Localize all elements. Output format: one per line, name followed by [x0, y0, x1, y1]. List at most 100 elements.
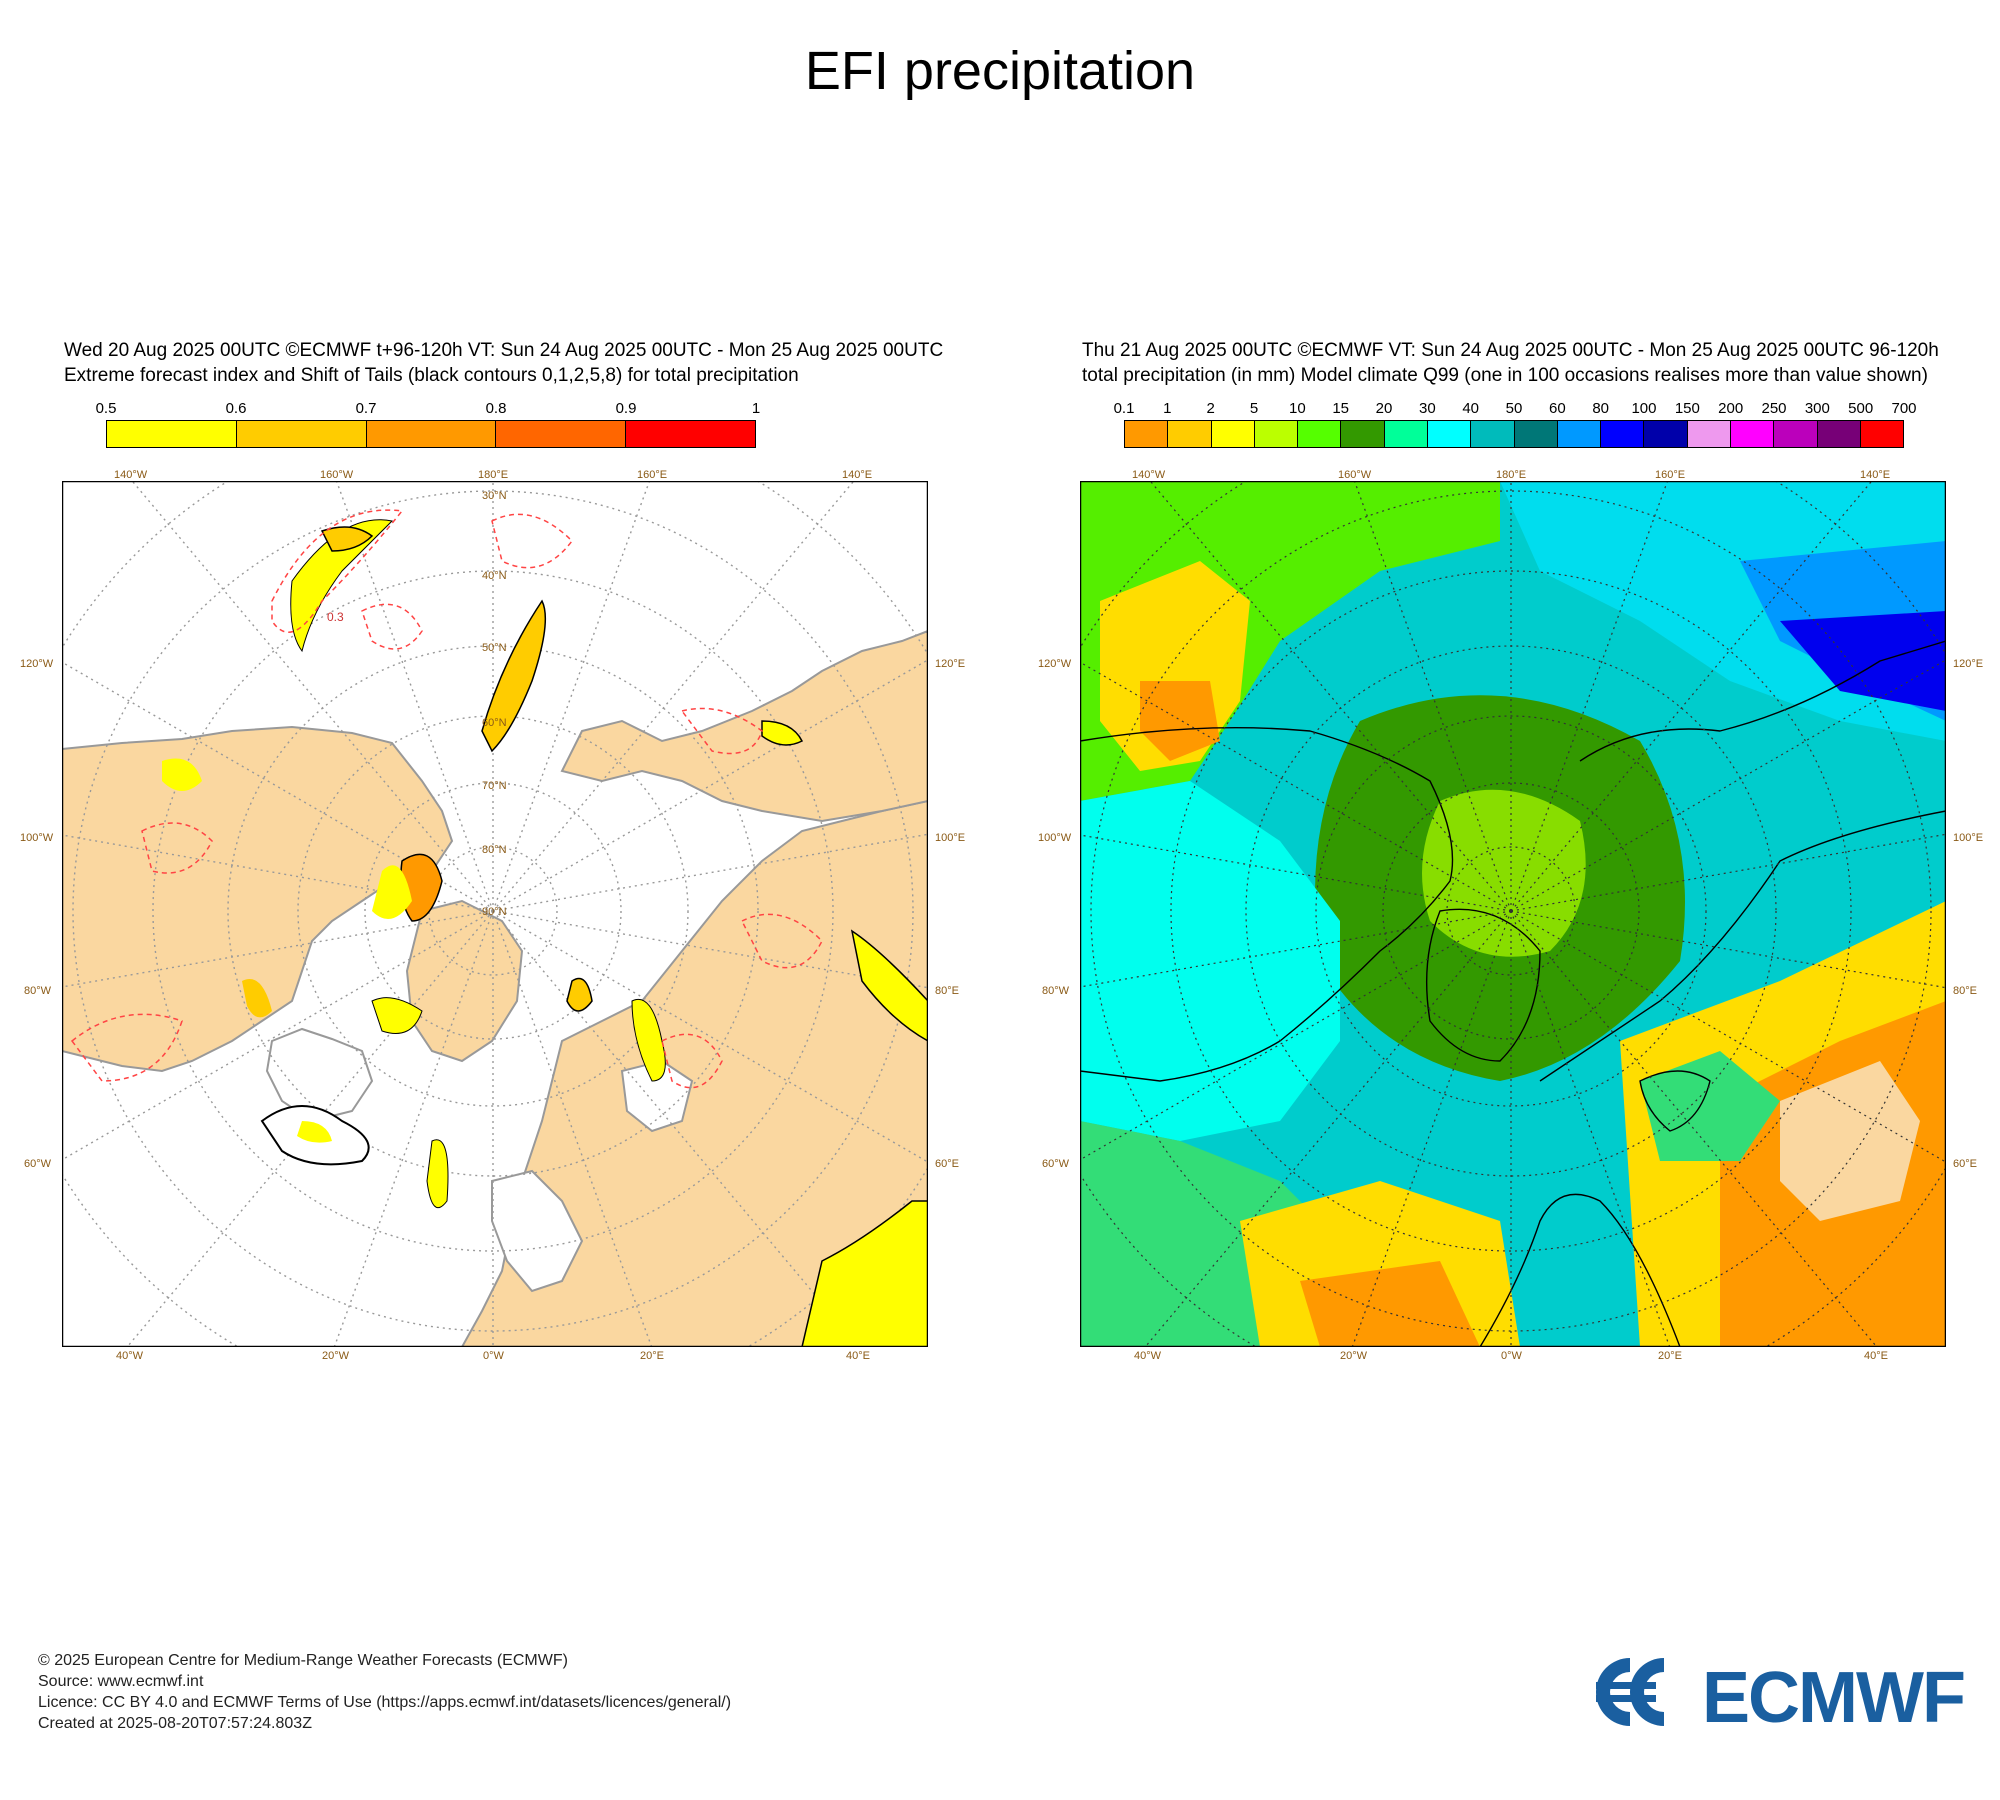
right-title-line1: Thu 21 Aug 2025 00UTC ©ECMWF VT: Sun 24 … — [1082, 340, 1939, 361]
meridian-line — [62, 834, 494, 912]
left-panel-title: Wed 20 Aug 2025 00UTC ©ECMWF t+96-120h V… — [64, 338, 943, 388]
colorbar-tick-label: 700 — [1891, 400, 1917, 417]
colorbar-swatch — [1601, 421, 1645, 447]
footer-created: Created at 2025-08-20T07:57:24.803Z — [38, 1715, 312, 1732]
colorbar-swatch — [1125, 421, 1169, 447]
colorbar-tick-label: 15 — [1332, 400, 1349, 417]
colorbar-tick-label: 5 — [1249, 400, 1259, 417]
meridian-line — [1510, 833, 1946, 912]
mediterranean-area — [491, 1169, 584, 1293]
meridian-line — [1510, 481, 1669, 912]
colorbar-tick-label: 30 — [1418, 400, 1436, 417]
meridian-line — [1510, 910, 1878, 1347]
map-frame — [62, 481, 928, 1347]
colorbar-tick-label: 200 — [1718, 400, 1744, 417]
left-side-lat-1: 120°W — [20, 658, 54, 670]
meridian-line — [492, 659, 928, 912]
right-map-right-lat-3: 80°E — [1953, 985, 1977, 997]
meridian-line — [492, 833, 928, 912]
colorbar-swatch — [1557, 421, 1602, 447]
colorbar-swatch — [1730, 421, 1775, 447]
coastlines — [1080, 640, 1946, 1347]
right-bottom-lon-3: 0°W — [1501, 1350, 1522, 1362]
siberia-land — [560, 629, 928, 823]
left-bottom-lon-2: 20°W — [322, 1350, 350, 1362]
inner-lat-40: 40°N — [482, 570, 507, 582]
right-bottom-lon-1: 40°W — [1134, 1350, 1162, 1362]
right-side-lat-1: 120°E — [935, 658, 966, 670]
logo-text: ECMWF — [1702, 1658, 1964, 1732]
right-side-lat-2: 100°E — [935, 832, 966, 844]
left-bottom-lon-3: 0°W — [483, 1350, 504, 1362]
right-map-left-lat-4: 60°W — [1042, 1158, 1070, 1170]
right-precip-map — [1080, 481, 1946, 1347]
colorbar-swatch — [366, 421, 497, 447]
inner-lat-30: 30°N — [482, 490, 507, 502]
left-bottom-lon-1: 40°W — [116, 1350, 144, 1362]
colorbar-tick-label: 20 — [1375, 400, 1393, 417]
inner-lat-70: 70°N — [482, 780, 507, 792]
right-top-lon-3: 180°E — [1496, 469, 1527, 481]
colorbar-swatch — [1168, 421, 1212, 447]
colorbar-tick-label: 0.7 — [355, 400, 377, 417]
meridian-line — [492, 481, 651, 912]
meridian-line — [1510, 659, 1946, 912]
efi-patches — [162, 519, 928, 1347]
colorbar-tick-label: 0.5 — [95, 400, 117, 417]
left-efi-map: 0.3 — [62, 481, 928, 1347]
right-bottom-lon-5: 40°E — [1864, 1350, 1888, 1362]
right-side-lat-3: 80°E — [935, 985, 959, 997]
meridian-line — [1510, 910, 1946, 1163]
colorbar-swatch — [1384, 421, 1428, 447]
colorbar-tick-label: 0.9 — [615, 400, 637, 417]
colorbar-tick-label: 0.6 — [225, 400, 247, 417]
colorbar-tick-label: 0.8 — [485, 400, 507, 417]
right-map-right-lat-1: 120°E — [1953, 658, 1984, 670]
meridian-line — [492, 910, 928, 1163]
colorbar-swatch — [236, 421, 367, 447]
ecmwf-logo: ECMWF — [1595, 1658, 1966, 1732]
colorbar-swatch — [107, 421, 237, 447]
colorbar-swatch — [1687, 421, 1731, 447]
inner-lat-60: 60°N — [482, 717, 507, 729]
colorbar-tick-label: 0.1 — [1113, 400, 1135, 417]
page-title: EFI precipitation — [804, 41, 1196, 101]
colorbar-swatch — [1817, 421, 1861, 447]
meridian-line — [62, 661, 494, 912]
right-bottom-lon-2: 20°W — [1340, 1350, 1368, 1362]
right-bottom-lon-4: 20°E — [1658, 1350, 1682, 1362]
colorbar-swatch — [1860, 421, 1904, 447]
meridian-line — [1080, 910, 1512, 988]
colorbar-swatch — [1774, 421, 1818, 447]
colorbar-tick-label: 80 — [1592, 400, 1609, 417]
right-top-lon-1: 140°W — [1132, 469, 1166, 481]
meridian-line — [1080, 834, 1512, 912]
land-masses — [62, 629, 928, 1347]
left-side-lat-3: 80°W — [24, 985, 52, 997]
colorbar-swatch — [1254, 421, 1299, 447]
colorbar-swatch — [1211, 421, 1255, 447]
footer-source: Source: www.ecmwf.int — [38, 1673, 204, 1690]
right-top-lon-5: 140°E — [1860, 469, 1891, 481]
colorbar-swatch — [1298, 421, 1342, 447]
copyright-footer: © 2025 European Centre for Medium-Range … — [38, 1650, 731, 1734]
meridian-line — [1080, 910, 1512, 1161]
footer-copyright: © 2025 European Centre for Medium-Range … — [38, 1652, 568, 1669]
colorbar-swatch — [1341, 421, 1385, 447]
right-colorbar — [1124, 420, 1904, 448]
left-bottom-lon-5: 40°E — [846, 1350, 870, 1362]
colorbar-tick-label: 1 — [1163, 400, 1172, 417]
right-panel-title: Thu 21 Aug 2025 00UTC ©ECMWF VT: Sun 24 … — [1082, 338, 1939, 388]
colorbar-swatch — [1427, 421, 1472, 447]
colorbar-tick-label: 50 — [1505, 400, 1523, 417]
colorbar-tick-label: 1 — [751, 400, 761, 417]
colorbar-swatch — [496, 421, 627, 447]
precip-fields — [1080, 481, 1946, 1347]
meridian-line — [62, 910, 494, 1161]
left-side-lat-2: 100°W — [20, 832, 54, 844]
colorbar-tick-label: 250 — [1761, 400, 1787, 417]
right-map-right-lat-2: 100°E — [1953, 832, 1984, 844]
left-top-lon-1: 140°W — [114, 469, 148, 481]
left-top-lon-5: 140°E — [842, 469, 873, 481]
left-top-lon-3: 180°E — [478, 469, 509, 481]
